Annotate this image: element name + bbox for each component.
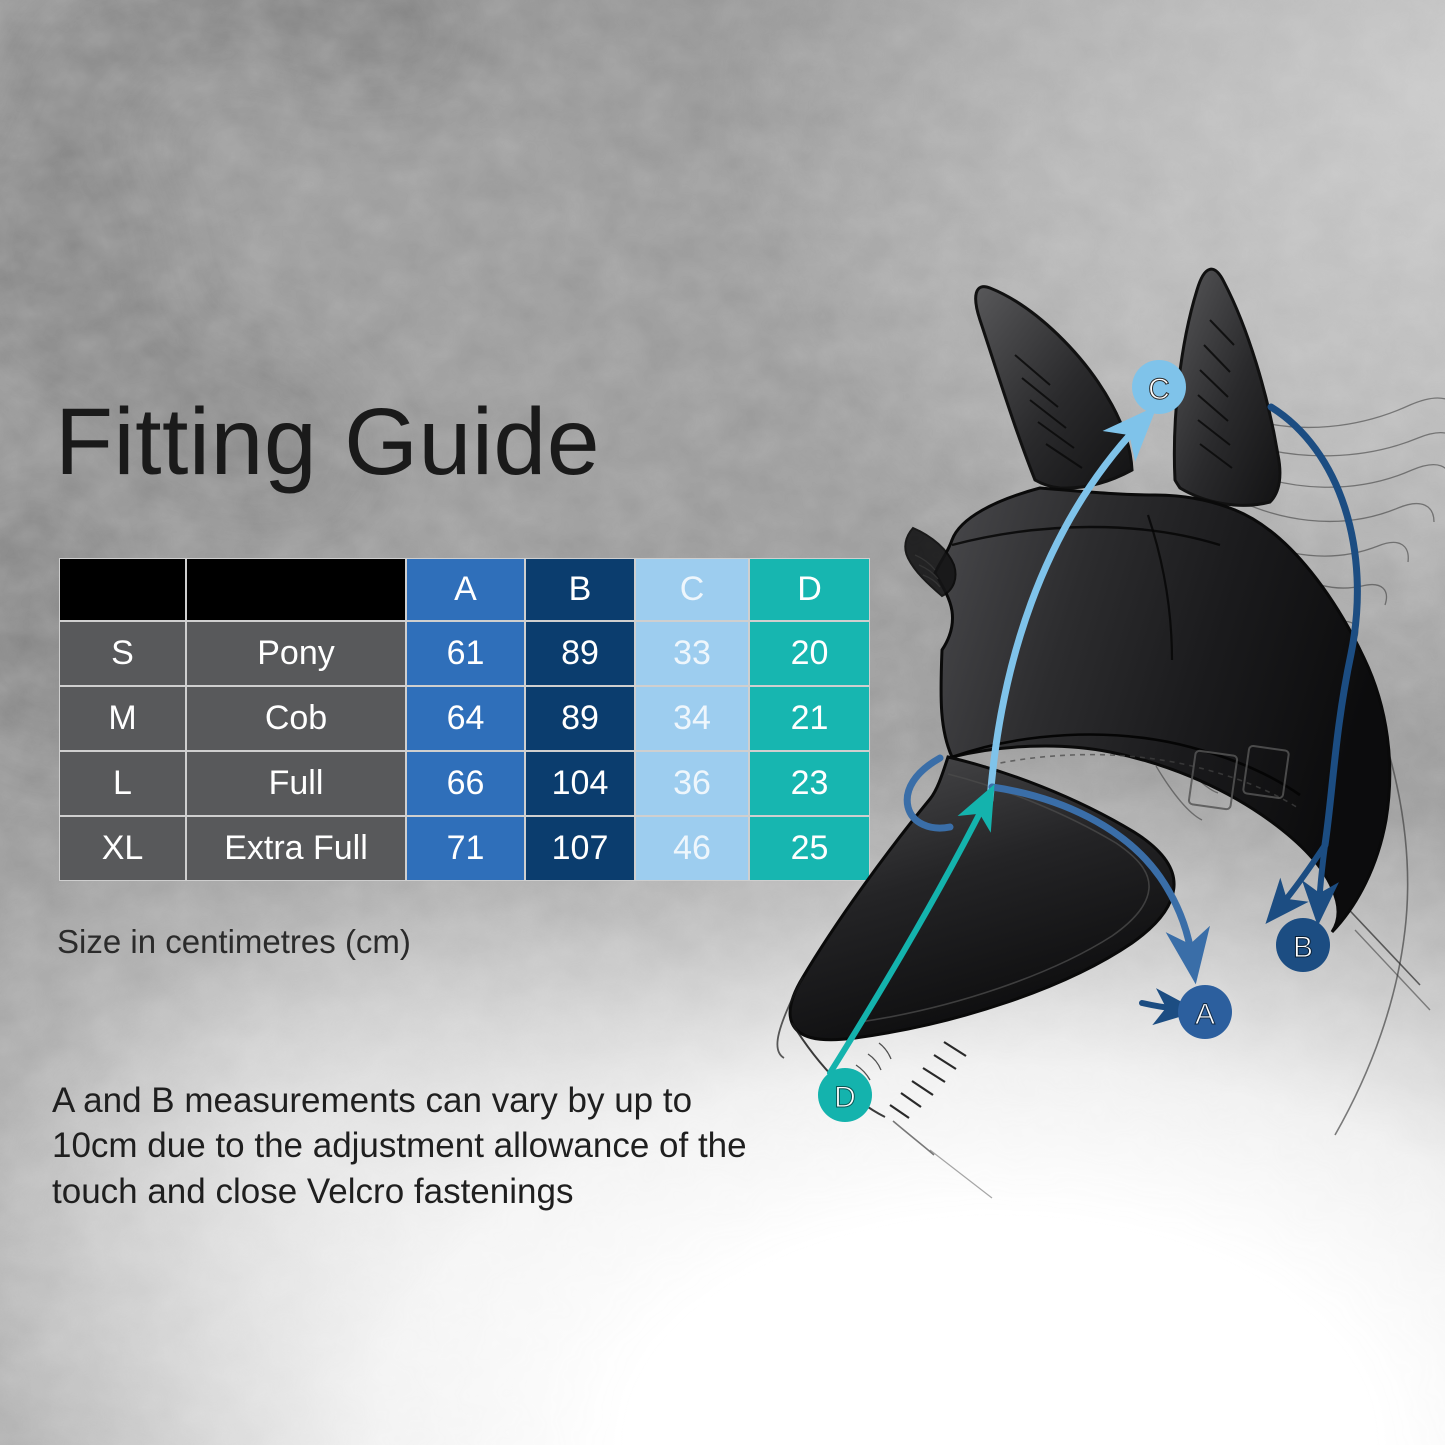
svg-text:A: A [1195, 998, 1215, 1031]
svg-text:B: B [1293, 931, 1313, 964]
svg-text:D: D [834, 1081, 856, 1114]
svg-text:C: C [1148, 373, 1170, 406]
